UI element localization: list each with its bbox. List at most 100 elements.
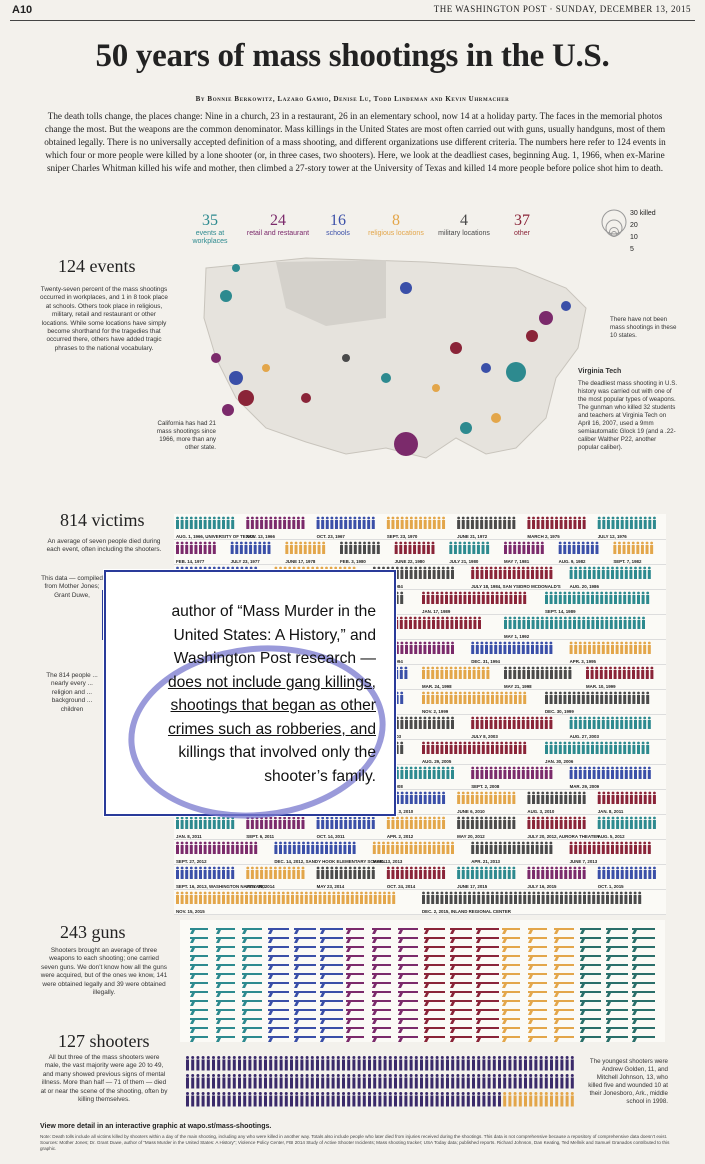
victim-figure: [409, 616, 412, 629]
victim-figure: [549, 841, 553, 854]
victim-figure: [532, 516, 536, 529]
victim-figure: [545, 866, 549, 879]
victim-figure: [414, 566, 418, 579]
victim-figure: [446, 841, 450, 854]
victim-figure: [535, 716, 539, 729]
shooter-figure: [217, 1092, 221, 1107]
shooter-figure: [513, 1056, 517, 1071]
victim-figure: [591, 591, 594, 604]
victim-figure: [306, 841, 310, 854]
victim-figure: [417, 541, 421, 554]
victim-figure: [428, 841, 431, 854]
victim-date-label: SEPT. 7, 1982: [613, 559, 642, 564]
shooter-figure: [284, 1056, 288, 1071]
victim-figure: [583, 841, 587, 854]
shooter-figure: [472, 1092, 475, 1107]
victim-figure: [573, 866, 577, 879]
victim-figure: [523, 591, 527, 604]
victim-figure: [569, 891, 573, 904]
victim-figure: [564, 791, 568, 804]
shooter-figure: [295, 1074, 299, 1089]
gun-icon: [398, 946, 418, 952]
shooter-figure: [347, 1056, 351, 1071]
victim-figure: [532, 791, 536, 804]
shooter-figure: [388, 1056, 392, 1071]
victim-date-label: MAR. 10, 1999: [586, 684, 616, 689]
victim-figure: [466, 516, 470, 529]
victim-figure: [634, 566, 637, 579]
victim-figure: [321, 866, 325, 879]
victim-figure: [399, 541, 403, 554]
victim-figure: [550, 816, 554, 829]
victim-figure: [590, 666, 594, 679]
victim-figure: [597, 566, 601, 579]
gun-icon: [424, 1027, 445, 1033]
victim-figure: [395, 616, 399, 629]
victim-figure: [339, 866, 343, 879]
victim-figure: [508, 641, 511, 654]
victim-figure: [352, 841, 356, 854]
victim-figure: [470, 816, 474, 829]
shooter-figure: [269, 1074, 273, 1089]
gun-icon: [398, 964, 418, 970]
victim-figure: [231, 866, 235, 879]
victim-figure: [426, 741, 430, 754]
victim-figure: [194, 841, 198, 854]
victim-figure: [338, 841, 342, 854]
victim-figure: [441, 716, 445, 729]
victim-figure: [602, 816, 606, 829]
victim-figure: [428, 866, 432, 879]
victim-figure: [353, 516, 357, 529]
interactive-graphic-link[interactable]: View more detail in an interactive graph…: [40, 1123, 272, 1130]
victim-figure: [617, 541, 621, 554]
shooter-figure: [466, 1056, 470, 1071]
victim-figure: [291, 891, 294, 904]
victim-figure: [212, 541, 216, 554]
victim-figure: [600, 591, 604, 604]
victim-date-label: MAY 1, 1992: [504, 634, 530, 639]
victim-figure: [464, 616, 468, 629]
gun-icon: [242, 1000, 262, 1006]
victim-figure: [445, 591, 448, 604]
shooter-figure: [560, 1074, 564, 1089]
victim-figure: [642, 616, 645, 629]
victim-figure: [418, 766, 422, 779]
shooter-figure: [331, 1092, 335, 1107]
victim-figure: [353, 866, 357, 879]
shooter-figure: [498, 1092, 501, 1107]
gun-icon: [450, 937, 472, 943]
victim-figure: [583, 891, 586, 904]
victim-figure: [189, 841, 193, 854]
size-legend-label: 10: [630, 234, 638, 241]
victim-figure: [615, 641, 619, 654]
gun-icon: [476, 982, 499, 988]
victim-figure: [409, 791, 413, 804]
victim-figure: [503, 791, 507, 804]
gun-icon: [346, 964, 364, 970]
victim-figure: [648, 816, 652, 829]
gun-icon: [294, 937, 316, 943]
gun-icon: [320, 1009, 343, 1015]
gun-icon: [242, 1027, 262, 1033]
victim-figure: [432, 791, 436, 804]
source-note: Note: Death tolls include all victims ki…: [40, 1134, 670, 1151]
victim-figure: [442, 816, 446, 829]
victim-date-label: DEC. 14, 2012, SANDY HOOK ELEMENTARY SCH…: [274, 859, 387, 864]
victim-figure: [627, 666, 631, 679]
gun-icon: [190, 1009, 208, 1015]
victim-figure: [353, 816, 357, 829]
victim-figure: [203, 841, 207, 854]
gun-icon: [554, 937, 574, 943]
gun-icon: [190, 1018, 208, 1024]
victim-figure: [489, 641, 493, 654]
category-label: retail and restaurant: [246, 230, 310, 237]
victim-figure: [358, 541, 362, 554]
victim-figure: [337, 891, 340, 904]
shooter-figure: [253, 1074, 257, 1089]
shooter-figure: [534, 1074, 538, 1089]
victim-figure: [475, 516, 479, 529]
gun-icon: [372, 973, 391, 979]
victim-figure: [509, 891, 513, 904]
victim-figure: [419, 866, 423, 879]
victim-figure: [521, 716, 525, 729]
